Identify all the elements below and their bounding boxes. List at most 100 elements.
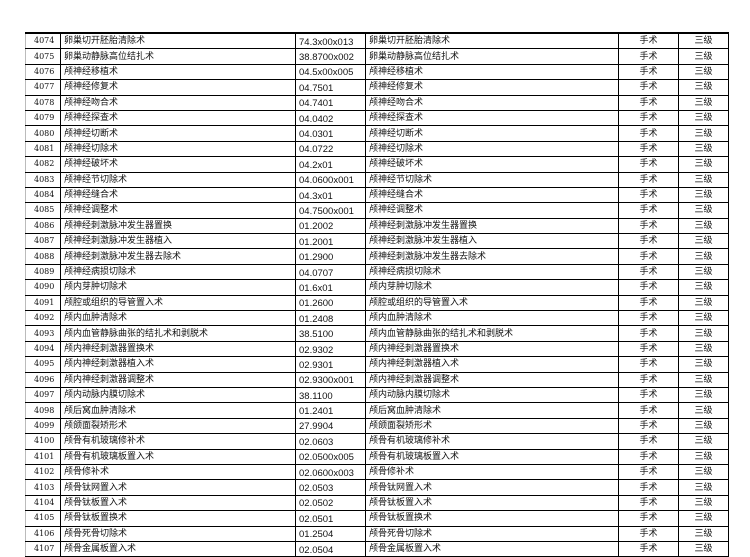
procedure-name-cell: 颅内动脉内膜切除术: [60, 386, 296, 404]
table-row: 4088 颅神经刺激脉冲发生器去除术 01.2900 颅神经刺激脉冲发生器去除术 手术三…: [25, 248, 729, 265]
level-cell: 三级: [678, 448, 729, 465]
row-number-cell: 4081: [25, 140, 61, 158]
row-number-cell: 4089: [25, 263, 61, 281]
level-cell: 三级: [678, 279, 729, 296]
table-row: 4077 颅神经修复术 04.7501 颅神经修复术 手术 三级: [25, 79, 729, 96]
procedure-code-cell: 01.2408: [295, 310, 366, 327]
procedure-name-cell: 颅内芽肿切除术: [60, 279, 296, 296]
procedure-code-cell: 02.0500x005: [295, 448, 366, 465]
procedure-code-cell: 04.0600x001: [295, 171, 366, 188]
row-number-cell: 4095: [25, 356, 61, 373]
table-row: 4079 颅神经探查术 04.0402 颅神经探查术 手术 三级: [25, 109, 729, 127]
procedure-code-cell: 38.1100: [295, 386, 366, 404]
procedure-name-2-cell: 颅内动脉内膜切除术: [365, 386, 619, 404]
table-row: 4093 颅内血管静脉曲张的结扎术和剥脱术 38.5100 颅内血管静脉曲张的结扎术和…: [25, 325, 729, 342]
procedure-name-cell: 颅神经破坏术: [60, 156, 296, 173]
procedure-name-cell: 颅颌面裂矫形术: [60, 417, 296, 435]
procedure-code-cell: 04.7500x001: [295, 202, 366, 219]
row-number-cell: 4092: [25, 310, 61, 327]
procedure-name-2-cell: 颅神经节切除术: [365, 171, 619, 188]
row-number-cell: 4106: [25, 525, 61, 542]
procedure-name-2-cell: 颅神经吻合术: [365, 94, 619, 111]
table-body: 4074 卵巢切开胚胎清除术 74.3x00x013 卵巢切开胚胎清除术 手术 三级 407…: [25, 32, 729, 557]
table-row: 4089 颅神经病损切除术 04.0707 颅神经病损切除术 手术 三级: [25, 263, 729, 281]
procedure-name-2-cell: 颅内芽肿切除术: [365, 279, 619, 296]
procedure-name-cell: 颅骨金属板置入术: [60, 540, 296, 557]
category-cell: 手术: [618, 325, 679, 342]
row-number-cell: 4087: [25, 233, 61, 250]
level-cell: 三级: [678, 402, 729, 419]
procedure-code-cell: 38.5100: [295, 325, 366, 342]
level-cell: 三级: [678, 463, 729, 481]
level-cell: 三级: [678, 217, 729, 235]
procedure-name-2-cell: 颅神经刺激脉冲发生器去除术: [365, 248, 619, 265]
level-cell: 三级: [678, 186, 729, 204]
level-cell: 三级: [678, 248, 729, 265]
row-number-cell: 4105: [25, 510, 61, 527]
category-cell: 手术: [618, 386, 679, 404]
procedure-name-cell: 颅神经探查术: [60, 109, 296, 127]
procedure-name-2-cell: 颅内血肿清除术: [365, 310, 619, 327]
row-number-cell: 4091: [25, 294, 61, 312]
level-cell: 三级: [678, 94, 729, 111]
table-row: 4104 颅骨钛板置入术 02.0502 颅骨钛板置入术 手术 三级: [25, 494, 729, 512]
procedure-name-2-cell: 颅神经切除术: [365, 140, 619, 158]
table-row: 4096 颅内神经刺激器调整术 02.9300x001 颅内神经刺激器调整术 手术 三级: [25, 371, 729, 388]
procedure-code-cell: 02.0504: [295, 540, 366, 557]
procedure-code-cell: 04.5x00x005: [295, 63, 366, 81]
procedure-name-2-cell: 颅神经移植术: [365, 63, 619, 81]
procedure-name-cell: 颅神经刺激脉冲发生器置换: [60, 217, 296, 235]
procedure-name-2-cell: 颅颌面裂矫形术: [365, 417, 619, 435]
procedure-name-cell: 颅骨有机玻璃板置入术: [60, 448, 296, 465]
row-number-cell: 4082: [25, 156, 61, 173]
procedure-name-cell: 颅骨死骨切除术: [60, 525, 296, 542]
procedure-code-cell: 04.0402: [295, 109, 366, 127]
procedure-name-2-cell: 颅骨钛网置入术: [365, 479, 619, 496]
category-cell: 手术: [618, 371, 679, 388]
level-cell: 三级: [678, 125, 729, 142]
table-row: 4086 颅神经刺激脉冲发生器置换 01.2002 颅神经刺激脉冲发生器置换 手术 三级: [25, 217, 729, 235]
procedure-name-cell: 颅骨钛板置入术: [60, 494, 296, 512]
procedure-name-cell: 颅内神经刺激器植入术: [60, 356, 296, 373]
row-number-cell: 4093: [25, 325, 61, 342]
procedure-name-2-cell: 颅神经切断术: [365, 125, 619, 142]
category-cell: 手术: [618, 479, 679, 496]
category-cell: 手术: [618, 156, 679, 173]
level-cell: 三级: [678, 525, 729, 542]
procedure-code-cell: 01.2504: [295, 525, 366, 542]
procedure-name-2-cell: 颅后窝血肿清除术: [365, 402, 619, 419]
level-cell: 三级: [678, 79, 729, 96]
table-row: 4082 颅神经破坏术 04.2x01 颅神经破坏术 手术 三级: [25, 156, 729, 173]
row-number-cell: 4101: [25, 448, 61, 465]
procedure-name-2-cell: 卵巢切开胚胎清除术: [365, 32, 619, 50]
category-cell: 手术: [618, 171, 679, 188]
level-cell: 三级: [678, 494, 729, 512]
row-number-cell: 4074: [25, 32, 61, 50]
level-cell: 三级: [678, 371, 729, 388]
procedure-code-cell: 74.3x00x013: [295, 32, 366, 50]
category-cell: 手术: [618, 94, 679, 111]
category-cell: 手术: [618, 79, 679, 96]
category-cell: 手术: [618, 417, 679, 435]
level-cell: 三级: [678, 310, 729, 327]
category-cell: 手术: [618, 263, 679, 281]
level-cell: 三级: [678, 386, 729, 404]
procedure-name-2-cell: 卵巢动静脉高位结扎术: [365, 48, 619, 65]
row-number-cell: 4104: [25, 494, 61, 512]
row-number-cell: 4090: [25, 279, 61, 296]
row-number-cell: 4103: [25, 479, 61, 496]
procedure-name-cell: 颅神经病损切除术: [60, 263, 296, 281]
procedure-code-cell: 01.2002: [295, 217, 366, 235]
procedure-code-cell: 01.2600: [295, 294, 366, 312]
procedure-name-cell: 颅骨有机玻璃修补术: [60, 433, 296, 450]
category-cell: 手术: [618, 494, 679, 512]
procedure-code-cell: 01.2900: [295, 248, 366, 265]
procedure-name-2-cell: 颅骨修补术: [365, 463, 619, 481]
procedure-name-cell: 颅骨钛网置入术: [60, 479, 296, 496]
row-number-cell: 4088: [25, 248, 61, 265]
row-number-cell: 4083: [25, 171, 61, 188]
category-cell: 手术: [618, 540, 679, 557]
procedure-name-2-cell: 颅神经修复术: [365, 79, 619, 96]
category-cell: 手术: [618, 525, 679, 542]
level-cell: 三级: [678, 540, 729, 557]
